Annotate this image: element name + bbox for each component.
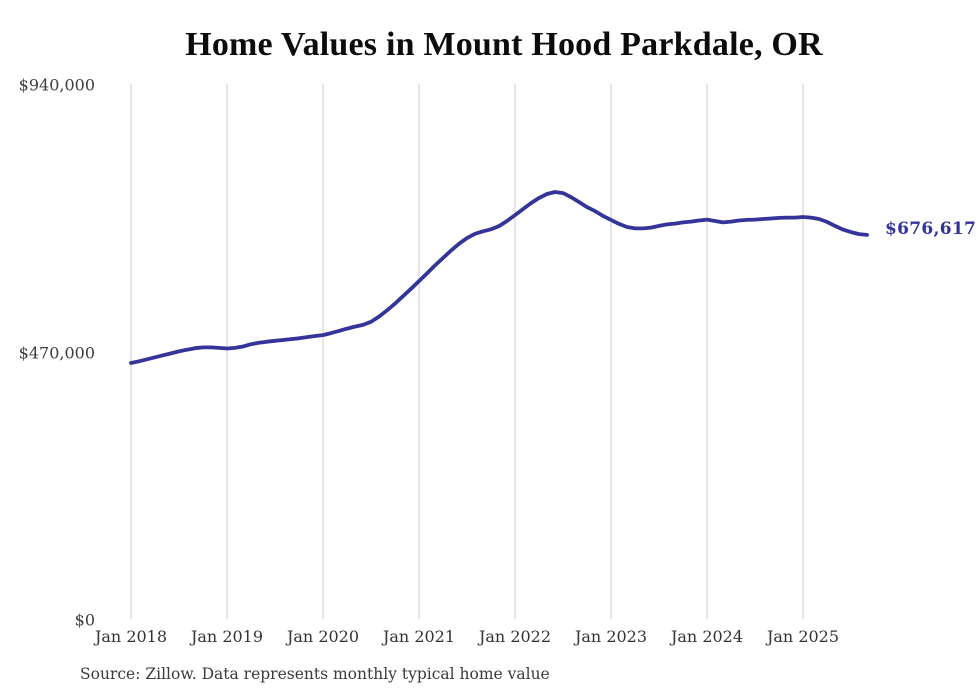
x-tick-label: Jan 2024 [670, 627, 744, 646]
x-tick-label: Jan 2022 [478, 627, 552, 646]
x-tick-label: Jan 2020 [286, 627, 360, 646]
latest-value-label: $676,617 [885, 218, 977, 239]
y-tick-label: $470,000 [18, 343, 95, 362]
x-tick-label: Jan 2019 [190, 627, 264, 646]
x-tick-label: Jan 2025 [766, 627, 840, 646]
source-note: Source: Zillow. Data represents monthly … [80, 665, 550, 683]
y-tick-label: $0 [74, 610, 95, 630]
home-value-series-line [129, 190, 869, 365]
y-axis-labels: $0 $470,000 $940,000 [0, 0, 95, 699]
x-tick-label: Jan 2021 [382, 627, 456, 646]
x-axis-labels: Jan 2018 Jan 2019 Jan 2020 Jan 2021 Jan 2022… [0, 627, 980, 649]
y-tick-label: $940,000 [18, 75, 95, 95]
x-tick-label: Jan 2018 [94, 627, 168, 646]
x-tick-label: Jan 2023 [574, 627, 648, 646]
chart-title: Home Values in Mount Hood Parkdale, OR [185, 26, 823, 63]
